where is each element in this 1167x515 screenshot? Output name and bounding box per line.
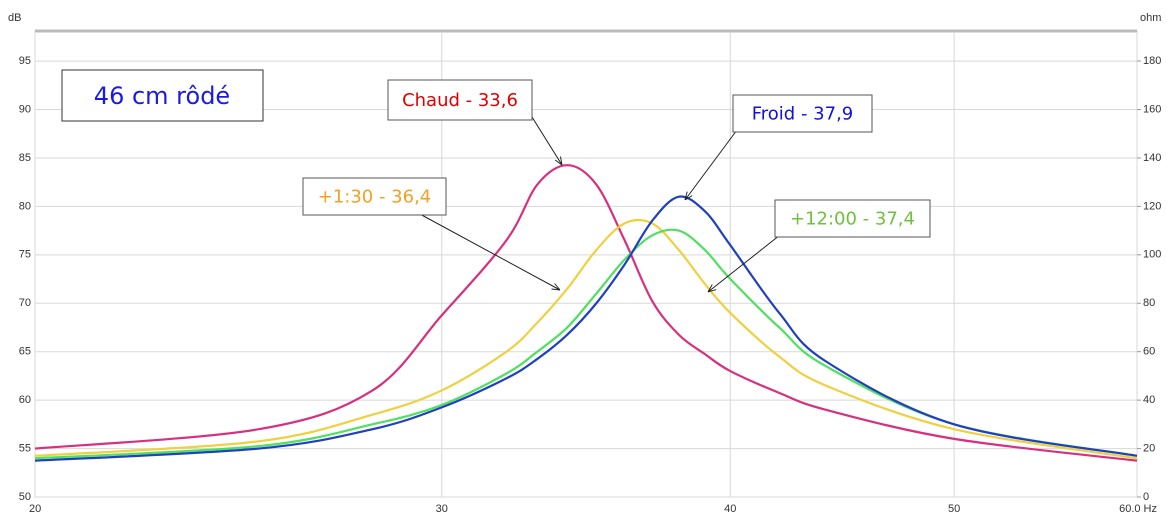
annotation-arrow <box>417 212 560 290</box>
annotation-box <box>774 199 931 238</box>
annotation-label: +12:00 - 37,4 <box>790 209 915 230</box>
x-tick-label: 50 <box>948 503 960 515</box>
annotation-label: +1:30 - 36,4 <box>318 187 432 208</box>
y-tick-label: 90 <box>19 103 31 115</box>
annotation-label: Froid - 37,9 <box>752 104 854 125</box>
chart-title: 46 cm rôdé <box>94 82 230 110</box>
line-series <box>34 218 1138 460</box>
x-tick-label: 20 <box>29 503 41 515</box>
annotation-arrow <box>708 234 781 292</box>
annotation-arrow <box>685 129 738 200</box>
annotation-box <box>302 177 447 216</box>
annotation-arrow <box>531 116 562 165</box>
title-box <box>61 69 264 122</box>
y-tick-label: 50 <box>19 491 31 503</box>
y-tick-label: 65 <box>19 346 31 358</box>
x-tick-label: 60.0 Hz <box>1119 503 1157 515</box>
annotation-box <box>387 79 533 121</box>
y2-tick-label: 40 <box>1143 394 1155 406</box>
y-axis-label: dB <box>8 12 21 24</box>
y2-tick-label: 80 <box>1143 297 1155 309</box>
line-series <box>34 195 1138 462</box>
y2-tick-label: 140 <box>1143 152 1161 164</box>
y2-tick-label: 180 <box>1143 55 1161 67</box>
y-tick-label: 80 <box>19 200 31 212</box>
line-series <box>34 228 1138 460</box>
y-tick-label: 55 <box>19 442 31 454</box>
y-tick-label: 75 <box>19 249 31 261</box>
y2-axis-label: ohm <box>1140 12 1161 24</box>
y-tick-label: 60 <box>19 394 31 406</box>
x-tick-label: 30 <box>436 503 448 515</box>
y2-tick-label: 20 <box>1143 442 1155 454</box>
line-series <box>34 164 1138 462</box>
y2-tick-label: 160 <box>1143 103 1161 115</box>
y2-tick-label: 100 <box>1143 249 1161 261</box>
y-tick-label: 70 <box>19 297 31 309</box>
annotation-box <box>732 94 873 133</box>
y2-tick-label: 0 <box>1143 491 1149 503</box>
y-tick-label: 95 <box>19 55 31 67</box>
y2-tick-label: 60 <box>1143 346 1155 358</box>
y-tick-label: 85 <box>19 152 31 164</box>
annotation-label: Chaud - 33,6 <box>402 90 518 111</box>
x-tick-label: 40 <box>724 503 736 515</box>
y2-tick-label: 120 <box>1143 200 1161 212</box>
